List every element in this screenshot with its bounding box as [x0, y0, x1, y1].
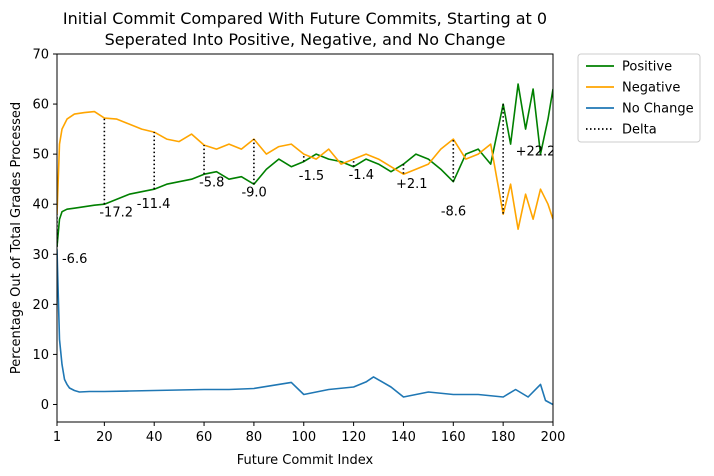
- series-line-no-change: [57, 249, 553, 406]
- chart-title: Initial Commit Compared With Future Comm…: [63, 9, 547, 28]
- delta-annotation: -17.2: [99, 206, 133, 221]
- x-tick-label: 100: [291, 430, 316, 445]
- y-axis: 0 10 20 30 40 50 60 70: [32, 48, 57, 413]
- series-line-positive: [57, 83, 553, 247]
- x-tick-label: 200: [541, 430, 566, 445]
- plot-area: -6.6 -17.2 -11.4 -5.8 -9.0 -1.5 -1.4 +2.1 -8.6 +2…: [57, 83, 556, 406]
- delta-annotation: -9.0: [241, 186, 266, 201]
- x-tick-label: 160: [441, 430, 466, 445]
- x-axis: 1 20 40 60 80 100 120 140 160 180 200: [53, 422, 566, 445]
- x-tick-label: 80: [246, 430, 263, 445]
- delta-annotation: +22.2: [516, 145, 556, 160]
- y-tick-label: 70: [32, 48, 49, 63]
- legend-label-positive: Positive: [622, 60, 672, 75]
- x-tick-label: 180: [491, 430, 516, 445]
- legend-label-negative: Negative: [622, 81, 680, 96]
- legend-label-delta: Delta: [622, 123, 657, 138]
- delta-annotation: -8.6: [441, 205, 466, 220]
- y-tick-label: 10: [32, 348, 49, 363]
- annotations: -6.6 -17.2 -11.4 -5.8 -9.0 -1.5 -1.4 +2.1 -8.6 +2…: [62, 145, 556, 267]
- delta-annotation: +2.1: [396, 177, 428, 192]
- chart-subtitle: Seperated Into Positive, Negative, and N…: [105, 30, 506, 49]
- y-axis-label: Percentage Out of Total Grades Processed: [9, 102, 24, 374]
- y-tick-label: 30: [32, 248, 49, 263]
- delta-annotation: -1.4: [349, 168, 374, 183]
- x-tick-label: 1: [53, 430, 61, 445]
- delta-annotation: -1.5: [299, 169, 324, 184]
- y-tick-label: 60: [32, 98, 49, 113]
- delta-annotation: -11.4: [137, 197, 171, 212]
- legend: Positive Negative No Change Delta: [577, 53, 701, 143]
- y-tick-label: 40: [32, 198, 49, 213]
- x-tick-label: 60: [196, 430, 213, 445]
- x-tick-label: 140: [391, 430, 416, 445]
- plot-frame: [56, 53, 554, 423]
- x-tick-label: 120: [341, 430, 366, 445]
- x-tick-label: 40: [146, 430, 163, 445]
- x-axis-label: Future Commit Index: [237, 453, 374, 468]
- series-line-negative: [57, 110, 553, 230]
- x-tick-label: 20: [96, 430, 113, 445]
- y-tick-label: 20: [32, 298, 49, 313]
- delta-annotation: -5.8: [199, 176, 224, 191]
- delta-annotation: -6.6: [62, 252, 87, 267]
- y-tick-label: 50: [32, 148, 49, 163]
- y-tick-label: 0: [41, 398, 49, 413]
- legend-label-no-change: No Change: [622, 102, 694, 117]
- legend-box: [577, 53, 701, 143]
